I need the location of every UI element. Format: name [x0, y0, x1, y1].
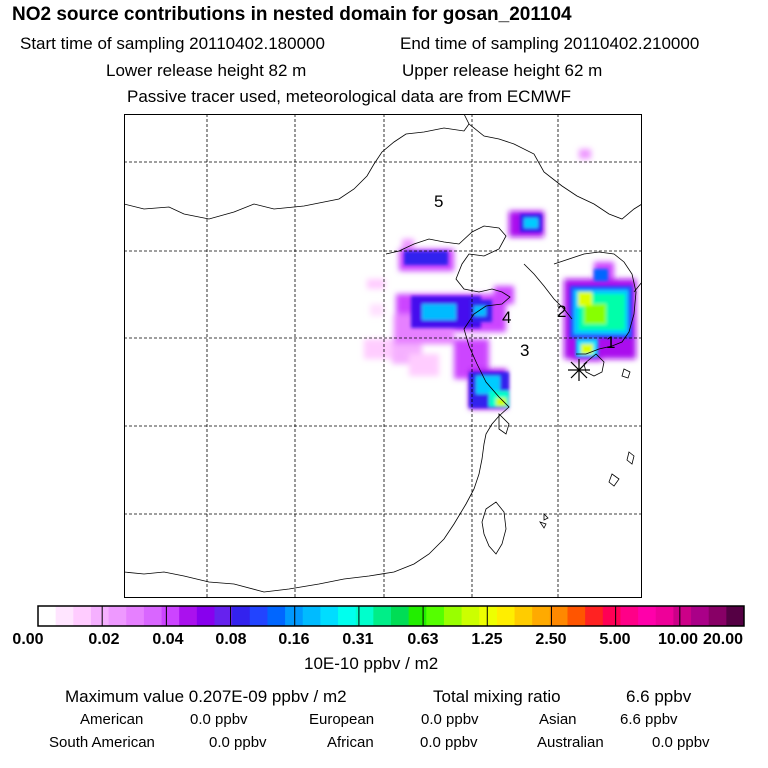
- region-name-american: American: [80, 711, 144, 728]
- scale-swatch: [549, 606, 568, 626]
- scale-units-label: 10E-10 ppbv / m2: [304, 654, 439, 673]
- region-value-australian: 0.0 ppbv: [652, 734, 710, 751]
- color-scale-svg: [37, 605, 745, 627]
- scale-tick-label: 0.02: [88, 631, 120, 648]
- scale-border: [37, 605, 745, 627]
- maximum-value-label: Maximum value 0.207E-09 ppbv / m2: [65, 687, 347, 706]
- scale-swatch: [338, 606, 357, 626]
- scale-swatch: [391, 606, 410, 626]
- passive-tracer-note: Passive tracer used, meteorological data…: [127, 87, 572, 106]
- scale-swatch: [426, 606, 445, 626]
- scale-swatch: [655, 606, 674, 626]
- region-name-african: African: [327, 734, 374, 751]
- scale-swatch: [461, 606, 480, 626]
- scale-swatch: [55, 606, 74, 626]
- start-time-label: Start time of sampling 20110402.180000: [20, 34, 325, 53]
- lat-lon-grid: [124, 114, 642, 598]
- concentration-field: [364, 149, 636, 409]
- scale-swatch: [161, 606, 180, 626]
- region-label-2: 2: [557, 302, 566, 321]
- scale-swatch: [708, 606, 727, 626]
- scale-swatch: [302, 606, 321, 626]
- region-value-african: 0.0 ppbv: [420, 734, 478, 751]
- scale-swatch: [179, 606, 198, 626]
- scale-swatch: [143, 606, 163, 626]
- scale-swatch: [443, 606, 463, 626]
- map-title: NO2 source contributions in nested domai…: [12, 4, 572, 25]
- lower-release-height-label: Lower release height 82 m: [106, 61, 307, 80]
- region-value-south-american: 0.0 ppbv: [209, 734, 267, 751]
- upper-release-height-label: Upper release height 62 m: [402, 61, 603, 80]
- scale-swatch: [532, 606, 551, 626]
- color-scale-bar: [37, 605, 745, 632]
- scale-tick-label: 2.50: [535, 631, 567, 648]
- scale-swatch: [620, 606, 639, 626]
- region-name-european: European: [309, 711, 375, 728]
- region-name-asian: Asian: [539, 711, 577, 728]
- scale-swatch: [73, 606, 92, 626]
- scale-swatch: [726, 606, 745, 626]
- scale-swatch: [214, 606, 233, 626]
- map-svg: 5 4 2 3 1: [123, 113, 643, 598]
- scale-swatch: [479, 606, 498, 626]
- scale-swatch: [267, 606, 286, 626]
- scale-swatch: [285, 606, 304, 626]
- scale-swatch: [126, 606, 145, 626]
- end-time-label: End time of sampling 20110402.210000: [400, 34, 700, 53]
- scale-swatch: [585, 606, 604, 626]
- scale-swatch: [691, 606, 710, 626]
- scale-tick-label: 5.00: [599, 631, 631, 648]
- scale-swatch: [196, 606, 215, 626]
- scale-swatch: [514, 606, 533, 626]
- scale-swatch: [249, 606, 268, 626]
- total-mixing-ratio-label: Total mixing ratio: [433, 687, 561, 706]
- region-name-south-american: South American: [49, 734, 155, 751]
- scale-swatch: [108, 606, 127, 626]
- scale-swatch: [638, 606, 657, 626]
- scale-swatch: [408, 606, 427, 626]
- region-label-1: 1: [606, 333, 615, 352]
- scale-tick-label: 0.08: [215, 631, 247, 648]
- scale-tick-label: 0.00: [12, 631, 44, 648]
- region-name-australian: Australian: [537, 734, 604, 751]
- region-label-3: 3: [520, 341, 529, 360]
- scale-tick-label: 0.04: [152, 631, 184, 648]
- scale-tick-label: 0.31: [342, 631, 374, 648]
- region-label-5: 5: [434, 192, 443, 211]
- region-value-american: 0.0 ppbv: [190, 711, 248, 728]
- scale-swatch: [373, 606, 392, 626]
- region-labels: 5 4 2 3 1: [434, 192, 615, 360]
- scale-swatch: [355, 606, 374, 626]
- scale-tick-label: 0.16: [278, 631, 310, 648]
- scale-swatch: [673, 606, 692, 626]
- scale-tick-label: 20.00: [702, 631, 744, 648]
- scale-tick-label: 0.63: [407, 631, 439, 648]
- scale-swatch: [38, 606, 57, 626]
- asterisk-icon: [568, 359, 590, 381]
- scale-swatch: [567, 606, 586, 626]
- scale-tick-label: 10.00: [657, 631, 699, 648]
- region-label-4: 4: [502, 308, 511, 327]
- scale-swatch: [232, 606, 251, 626]
- scale-swatch: [496, 606, 516, 626]
- region-value-asian: 6.6 ppbv: [620, 711, 678, 728]
- map-panel: 5 4 2 3 1: [123, 113, 643, 598]
- scale-swatch: [320, 606, 339, 626]
- coastlines: [123, 113, 643, 593]
- region-value-european: 0.0 ppbv: [421, 711, 479, 728]
- scale-swatch: [602, 606, 621, 626]
- total-mixing-ratio-value: 6.6 ppbv: [626, 687, 692, 706]
- scale-swatch: [90, 606, 110, 626]
- scale-tick-label: 1.25: [471, 631, 503, 648]
